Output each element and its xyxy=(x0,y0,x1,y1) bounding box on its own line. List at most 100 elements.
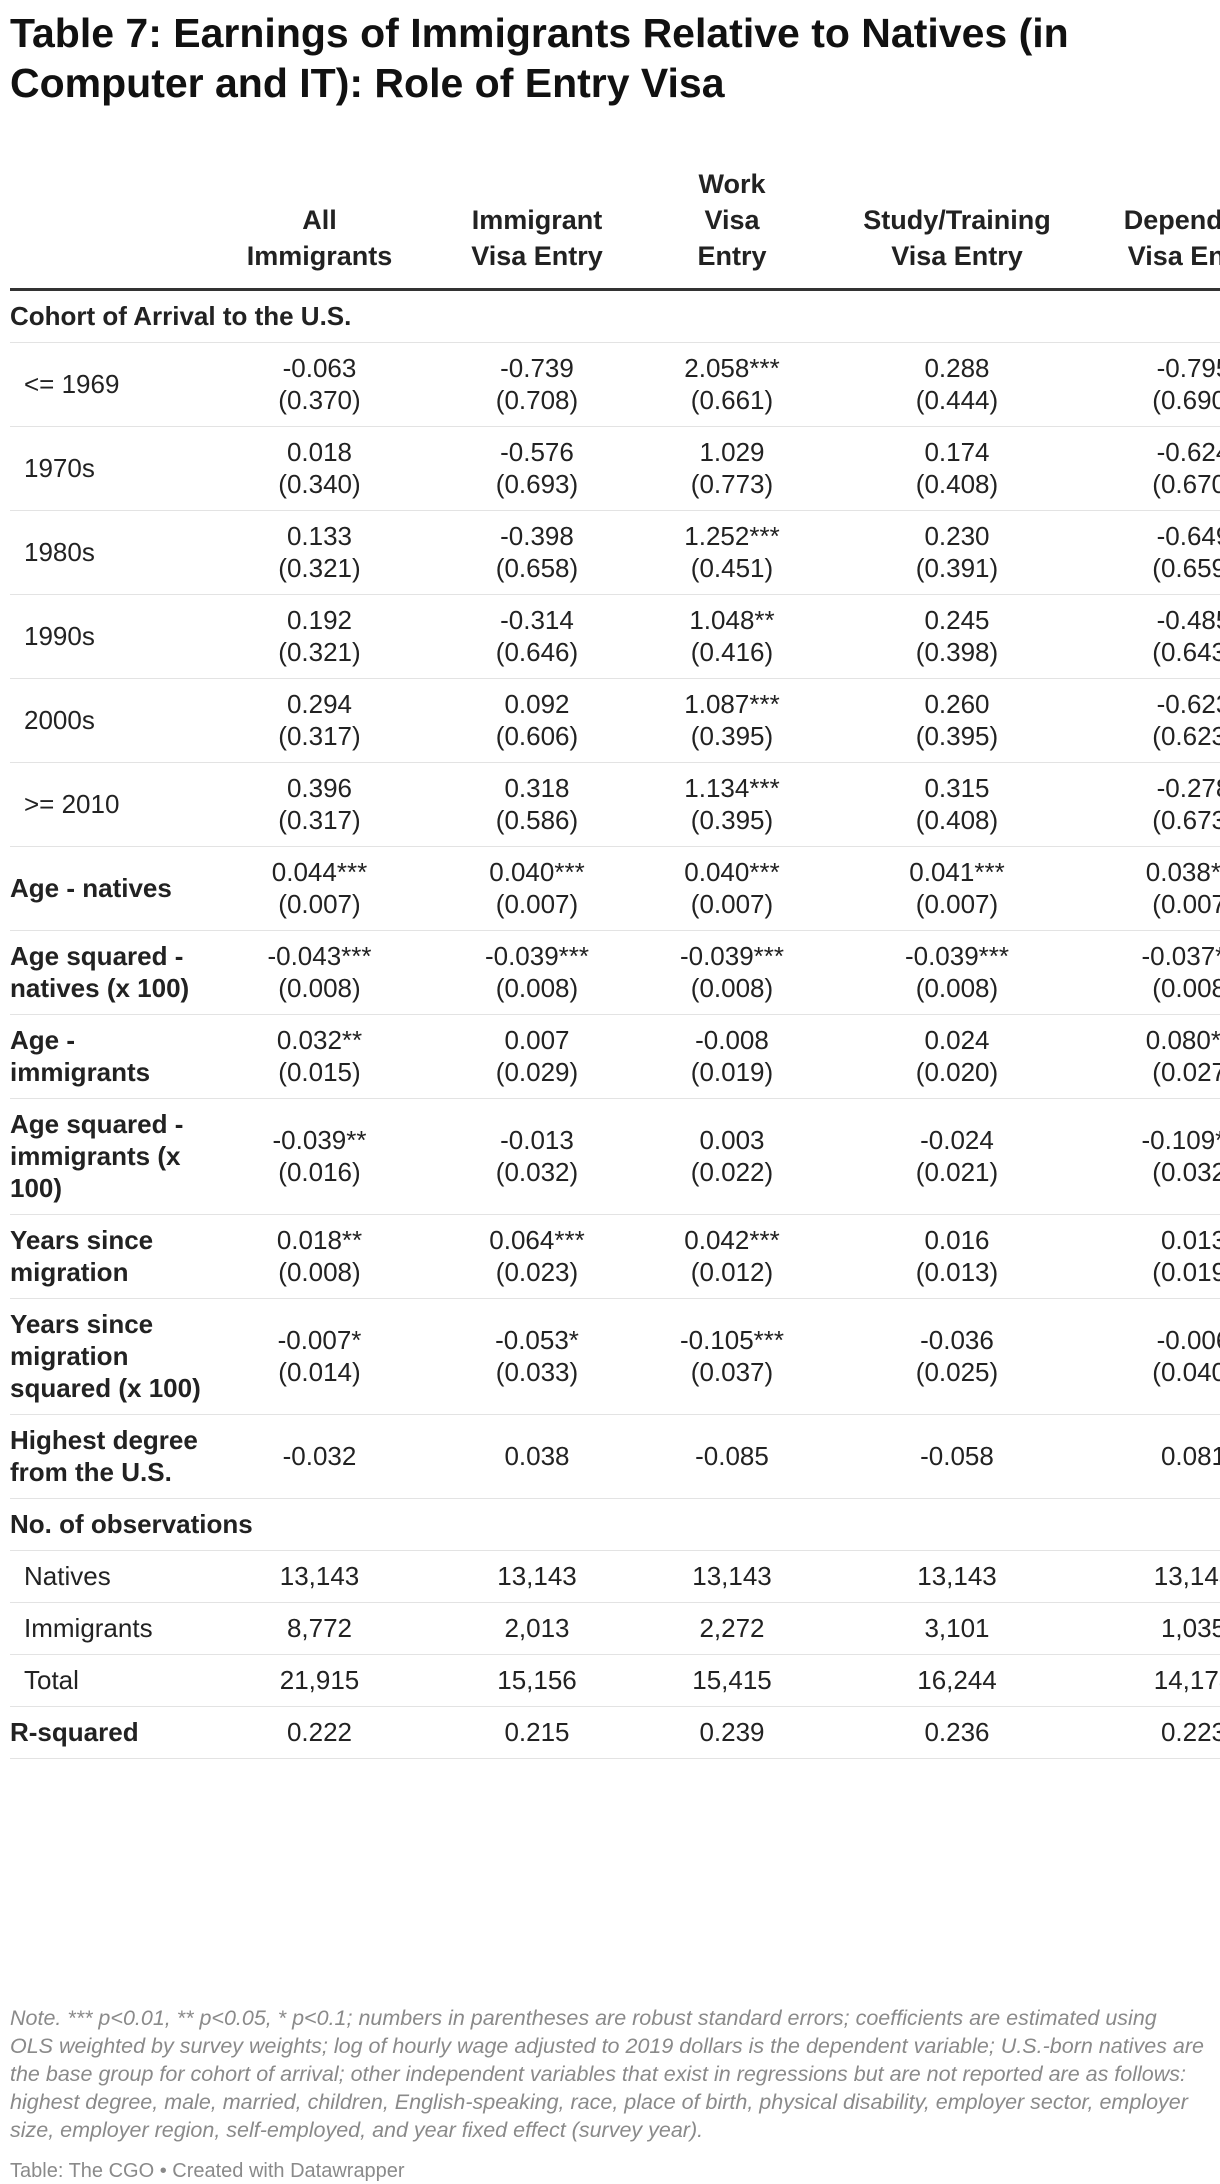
coefficient-value: 0.040*** xyxy=(684,857,780,887)
coefficient-value: -0.105*** xyxy=(679,1325,785,1355)
coefficient-value: 1.134*** xyxy=(684,773,780,803)
coefficient-value: 0.230 xyxy=(924,521,990,551)
row-label: 1980s xyxy=(24,537,95,567)
table-cell: 0.215 xyxy=(417,1707,657,1759)
standard-error-value: (0.008) xyxy=(278,1257,361,1287)
table-body: Cohort of Arrival to the U.S. <= 1969 -0.0… xyxy=(10,290,1220,1759)
standard-error-value: (0.007) xyxy=(278,889,361,919)
table-cell: -0.063 (0.370) xyxy=(222,343,417,427)
coefficient-value: 0.016 xyxy=(924,1225,990,1255)
table-cell: 0.016 (0.013) xyxy=(807,1215,1107,1299)
column-header: Study/Training Visa Entry xyxy=(863,205,1051,271)
coefficient-value: 0.003 xyxy=(699,1125,765,1155)
table-cell: 0.040*** (0.007) xyxy=(657,847,807,931)
coefficient-value: 15,415 xyxy=(692,1665,772,1695)
table-row: 2000s 0.294 (0.317) 0.092 (0.606) 1.087*** (0.… xyxy=(10,679,1220,763)
coefficient-value: 0.192 xyxy=(286,605,353,635)
table-cell: -0.039** (0.016) xyxy=(222,1099,417,1215)
standard-error-value: (0.022) xyxy=(690,1157,774,1187)
coefficient-value: 0.018 xyxy=(286,437,353,467)
table-cell: 1.029 (0.773) xyxy=(657,427,807,511)
table-cell: 0.042*** (0.012) xyxy=(657,1215,807,1299)
table-cell: 0.081 xyxy=(1107,1415,1220,1499)
column-header: DependentVisa Entry xyxy=(1123,205,1220,271)
coefficient-value: 13,143 xyxy=(917,1561,997,1591)
table-cell: -0.624(0.670) xyxy=(1107,427,1220,511)
table-row: Age squared - natives (x 100) -0.043*** (0… xyxy=(10,931,1220,1015)
table-cell: 0.092 (0.606) xyxy=(417,679,657,763)
standard-error-value: (0.773) xyxy=(690,469,774,499)
coefficient-value: -0.623 xyxy=(1156,689,1220,719)
standard-error-value: (0.008) xyxy=(915,973,999,1003)
table-cell: -0.032 xyxy=(222,1415,417,1499)
coefficient-value: 0.013 xyxy=(1160,1225,1220,1255)
coefficient-value: -0.649 xyxy=(1156,521,1220,551)
standard-error-value: (0.661) xyxy=(690,385,774,415)
row-label: >= 2010 xyxy=(24,789,120,819)
coefficient-value: 1.029 xyxy=(699,437,765,467)
standard-error-value: (0.444) xyxy=(915,385,999,415)
standard-error-value: (0.408) xyxy=(915,805,999,835)
table-cell: 8,772 xyxy=(222,1603,417,1655)
table-container[interactable]: All Immigrants Immigrant Visa Entry Work Visa… xyxy=(10,160,1220,1759)
table-row: Age - immigrants 0.032** (0.015) 0.007 (0.02… xyxy=(10,1015,1220,1099)
coefficient-value: 0.081 xyxy=(1160,1441,1220,1471)
table-row: >= 2010 0.396 (0.317) 0.318 (0.586) 1.134***(… xyxy=(10,763,1220,847)
table-row: Immigrants 8,772 2,013 2,272 3,101 1,035 xyxy=(10,1603,1220,1655)
coefficient-value: 0.318 xyxy=(504,773,570,803)
table-cell: -0.024 (0.021) xyxy=(807,1099,1107,1215)
standard-error-value: (0.408) xyxy=(915,469,999,499)
column-header: Work Visa Entry xyxy=(697,169,767,271)
table-cell: 2,013 xyxy=(417,1603,657,1655)
row-label: <= 1969 xyxy=(24,369,120,399)
table-title: Table 7: Earnings of Immigrants Relative… xyxy=(10,10,1069,106)
standard-error-value: (0.643) xyxy=(1152,637,1220,667)
coefficient-value: 1.048** xyxy=(689,605,775,635)
coefficient-value: 14,178 xyxy=(1153,1665,1220,1695)
standard-error-value: (0.317) xyxy=(278,721,361,751)
table-cell: 2.058*** (0.661) xyxy=(657,343,807,427)
standard-error-value: (0.451) xyxy=(690,553,774,583)
header-cell-label xyxy=(10,160,222,290)
table-cell: 0.018** (0.008) xyxy=(222,1215,417,1299)
table-row: Years since migration squared (x 100) -0.… xyxy=(10,1299,1220,1415)
row-label: Total xyxy=(24,1665,79,1695)
table-notes: Note. *** p<0.01, ** p<0.05, * p<0.1; nu… xyxy=(10,2006,1204,2142)
standard-error-value: (0.623) xyxy=(1152,721,1220,751)
standard-error-value: (0.398) xyxy=(915,637,999,667)
table-cell: -0.058 xyxy=(807,1415,1107,1499)
coefficient-value: -0.398 xyxy=(500,521,574,551)
coefficient-value: -0.039*** xyxy=(904,941,1010,971)
table-cell: -0.043*** (0.008) xyxy=(222,931,417,1015)
table-cell: 2,272 xyxy=(657,1603,807,1655)
table-cell: -0.105*** (0.037) xyxy=(657,1299,807,1415)
table-cell: -0.314 (0.646) xyxy=(417,595,657,679)
coefficient-value: 0.174 xyxy=(924,437,990,467)
coefficient-value: 0.007 xyxy=(504,1025,570,1055)
coefficient-value: 0.133 xyxy=(286,521,353,551)
table-cell: -0.039*** (0.008) xyxy=(657,931,807,1015)
row-label: 1970s xyxy=(24,453,95,483)
coefficient-value: -0.624 xyxy=(1156,437,1220,467)
standard-error-value: (0.019) xyxy=(1152,1257,1220,1287)
table-cell: 14,178 xyxy=(1107,1655,1220,1707)
table-cell: 0.239 xyxy=(657,1707,807,1759)
table-cell: 1.252*** (0.451) xyxy=(657,511,807,595)
coefficient-value: -0.024 xyxy=(920,1125,994,1155)
coefficient-value: 0.396 xyxy=(286,773,353,803)
coefficient-value: 0.288 xyxy=(924,353,990,383)
standard-error-value: (0.008) xyxy=(278,973,361,1003)
coefficient-value: -0.036 xyxy=(920,1325,994,1355)
coefficient-value: -0.043*** xyxy=(267,941,372,971)
standard-error-value: (0.014) xyxy=(278,1357,361,1387)
table-cell: 21,915 xyxy=(222,1655,417,1707)
coefficient-value: 0.032** xyxy=(276,1025,363,1055)
standard-error-value: (0.321) xyxy=(278,553,361,583)
coefficient-value: 0.038*** xyxy=(1145,857,1220,887)
section-row: Cohort of Arrival to the U.S. xyxy=(10,290,1220,343)
standard-error-value: (0.029) xyxy=(495,1057,579,1087)
coefficient-value: 0.239 xyxy=(699,1717,765,1747)
table-cell: -0.795(0.690) xyxy=(1107,343,1220,427)
coefficient-value: 2.058*** xyxy=(684,353,780,383)
table-cell: 0.038 xyxy=(417,1415,657,1499)
